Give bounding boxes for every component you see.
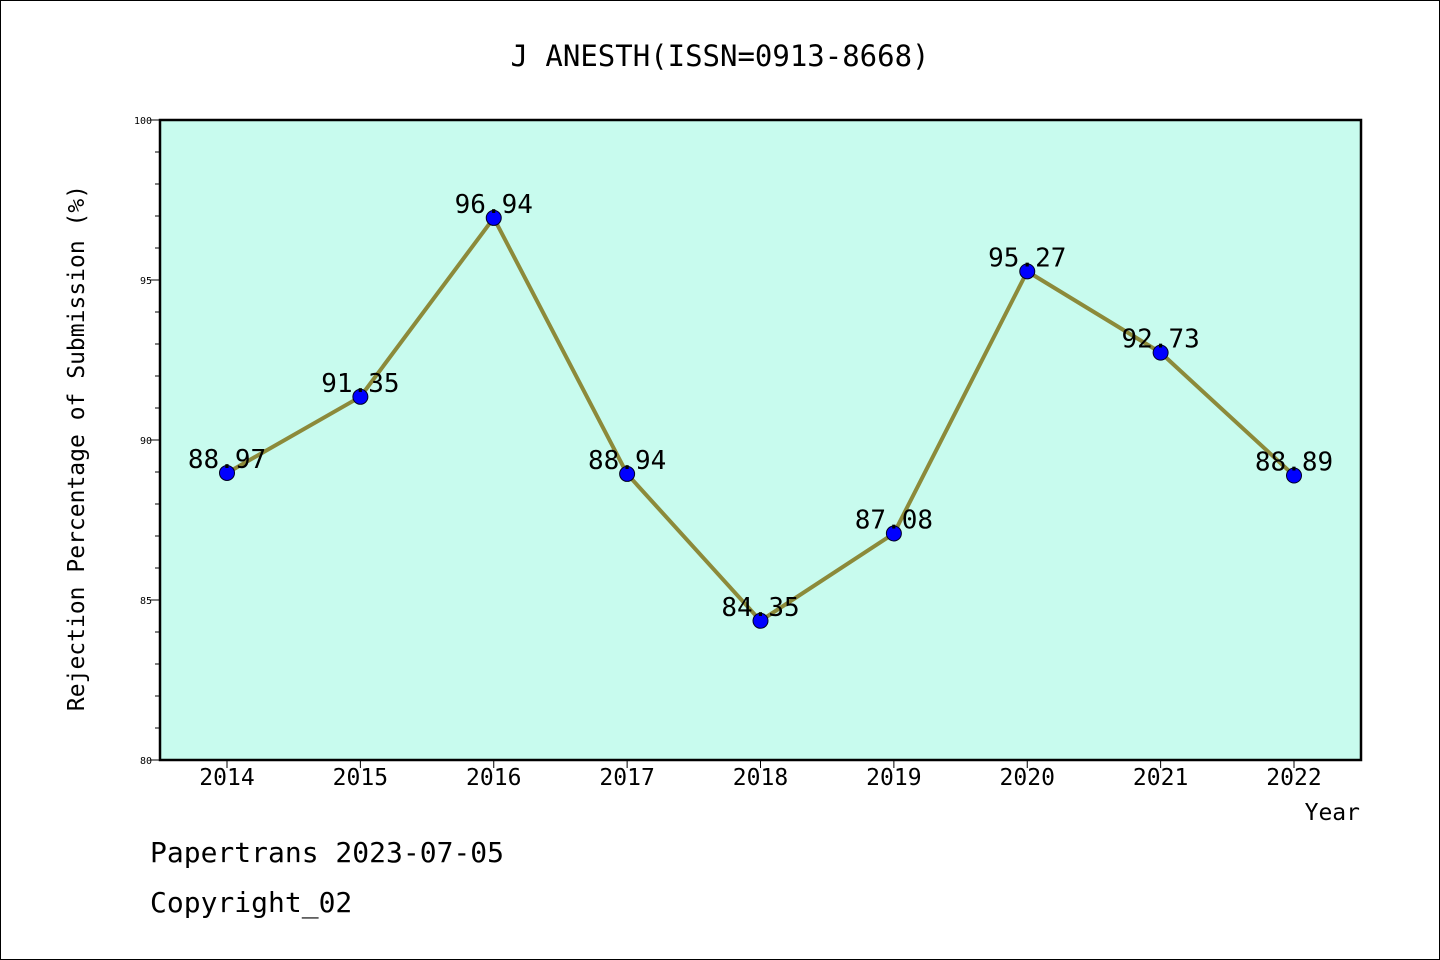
x-tick-label: 2016 — [466, 765, 521, 791]
data-label: 95.27 — [988, 243, 1066, 273]
x-tick-label: 2020 — [1000, 765, 1055, 791]
x-tick-label: 2018 — [733, 765, 788, 791]
data-label: 88.94 — [588, 446, 666, 476]
data-label: 88.89 — [1255, 448, 1333, 478]
y-tick-label: 85 — [140, 596, 152, 607]
x-axis-label: Year — [1305, 800, 1360, 826]
data-point — [885, 525, 902, 542]
data-label: 92.73 — [1121, 325, 1199, 355]
data-label: 87.08 — [855, 505, 933, 535]
plot-area — [158, 118, 1363, 762]
chart-title: J ANESTH(ISSN=0913-8668) — [510, 39, 929, 73]
y-tick-label: 95 — [140, 276, 152, 287]
y-tick-label: 80 — [140, 756, 152, 767]
data-point — [619, 465, 636, 482]
data-point — [752, 612, 769, 629]
data-point — [1286, 467, 1302, 484]
x-axis: 2014 2015 2016 2017 2018 2019 2020 2021 2022 — [199, 760, 1322, 791]
x-tick-label: 2022 — [1266, 765, 1321, 791]
y-tick-label: 90 — [140, 436, 152, 447]
data-label: 96.94 — [455, 190, 533, 220]
data-label: 84.35 — [721, 593, 799, 623]
x-tick-label: 2021 — [1133, 765, 1188, 791]
data-point — [485, 209, 502, 226]
data-point — [1019, 263, 1036, 280]
x-tick-label: 2015 — [333, 765, 388, 791]
y-tick-label: 100 — [134, 116, 152, 127]
data-labels: 88.97 91.35 96.94 88.94 84.35 87.08 95.27 92.73… — [188, 190, 1333, 623]
data-point — [1152, 344, 1169, 361]
footer-date: Papertrans 2023-07-05 — [150, 836, 505, 869]
y-axis-label: Rejection Percentage of Submission (%) — [64, 185, 90, 711]
y-axis: 80 85 90 95 100 — [134, 116, 160, 767]
x-tick-label: 2019 — [866, 765, 921, 791]
footer-copyright: Copyright_02 — [150, 886, 353, 919]
data-points — [219, 209, 1302, 629]
x-tick-label: 2014 — [199, 765, 254, 791]
data-point — [352, 388, 369, 405]
data-label: 91.35 — [321, 369, 399, 399]
x-tick-label: 2017 — [599, 765, 654, 791]
data-label: 88.97 — [188, 445, 266, 475]
data-point — [219, 464, 235, 481]
